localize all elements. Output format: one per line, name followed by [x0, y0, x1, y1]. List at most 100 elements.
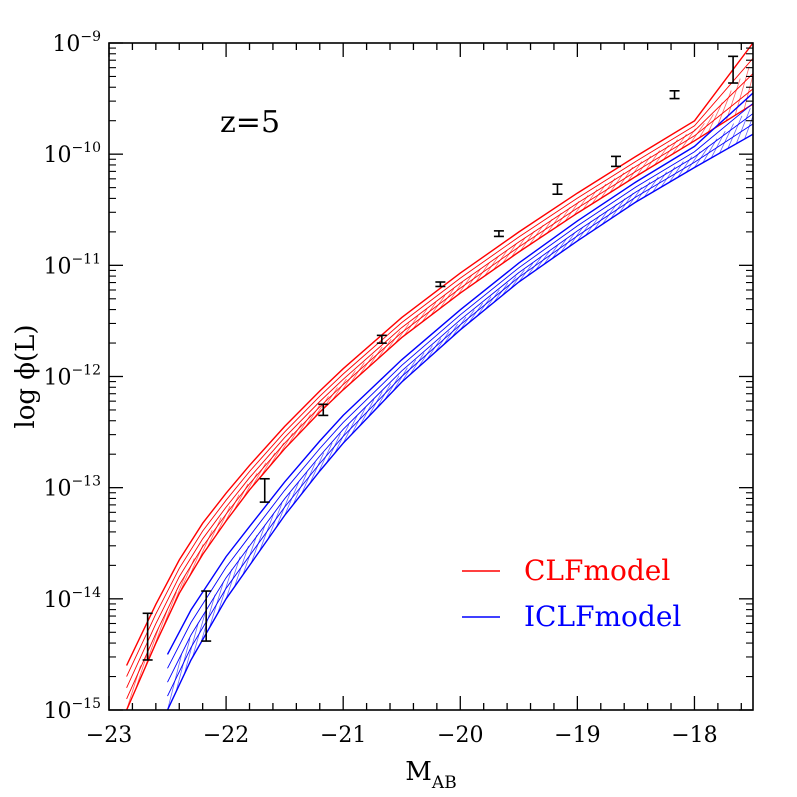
series-clfmodel-hatch [600, 178, 616, 199]
data-point [259, 477, 270, 503]
series-iclfmodel-hatch [694, 146, 709, 168]
series-clfmodel-hatch [591, 183, 607, 205]
series-clfmodel-hatch [707, 102, 723, 133]
x-tick-label: −22 [203, 723, 249, 748]
series-iclfmodel-hatch [443, 323, 458, 345]
legend-label-clfmodel: CLFmodel [524, 554, 670, 587]
series-clfmodel-hatch [349, 362, 365, 384]
series-clfmodel-lower-line [125, 103, 753, 710]
series-iclfmodel-hatch [275, 492, 291, 528]
series-iclfmodel-hatch [451, 316, 467, 338]
x-tick-label: −20 [437, 723, 483, 748]
series-clfmodel-band-line [126, 88, 753, 700]
plot-area [125, 43, 753, 710]
data-point [142, 612, 153, 661]
y-tick-exponent: −13 [71, 474, 101, 490]
series-clfmodel-band-line [126, 73, 753, 688]
series-clfmodel-hatch [582, 189, 598, 210]
legend: CLFmodel ICLFmodel [462, 554, 681, 633]
series-clfmodel-band [125, 43, 753, 710]
series-iclfmodel-hatch [702, 138, 718, 163]
series-clfmodel-hatch [725, 78, 741, 122]
series-clfmodel-upper-line [125, 43, 753, 666]
x-axis-title-subscript: AB [431, 773, 457, 793]
series-clfmodel-hatch [341, 370, 356, 392]
series-iclfmodel-hatch [393, 367, 408, 392]
series-iclfmodel-hatch [752, 132, 753, 135]
x-tick-label: −18 [671, 723, 717, 748]
series-iclfmodel-band [166, 92, 753, 710]
y-tick-base: 10 [43, 588, 71, 613]
series-iclfmodel-hatch [334, 424, 350, 454]
series-iclfmodel-hatch [510, 269, 525, 290]
y-tick-exponent: −12 [71, 363, 101, 379]
series-iclfmodel-hatch [225, 556, 241, 599]
y-tick-label: 10−10 [43, 140, 101, 168]
series-iclfmodel-hatch [735, 108, 751, 144]
series-iclfmodel-hatch [317, 442, 333, 474]
data-point [669, 90, 680, 100]
y-tick-base: 10 [43, 254, 71, 279]
series-iclfmodel-hatch [409, 352, 425, 375]
series-clfmodel-hatch [376, 338, 392, 360]
series-clfmodel-hatch [385, 331, 401, 352]
series-clfmodel-hatch [314, 396, 329, 418]
series-iclfmodel-hatch [501, 276, 517, 296]
data-point [435, 281, 446, 288]
series-iclfmodel-upper-line [166, 92, 753, 655]
y-tick-exponent: −14 [71, 585, 101, 601]
y-tick-label: 10−13 [43, 474, 101, 502]
series-clfmodel-hatch [332, 378, 347, 401]
y-tick-base: 10 [43, 477, 71, 502]
series-clfmodel-hatch [358, 354, 374, 376]
series-clfmodel-hatch [206, 517, 222, 549]
series-iclfmodel-hatch [744, 114, 753, 140]
series-iclfmodel-hatch [459, 309, 475, 331]
series-iclfmodel-hatch [719, 123, 734, 154]
y-tick-base: 10 [43, 699, 71, 724]
series-iclfmodel-hatch [485, 289, 500, 310]
series-iclfmodel-hatch [384, 375, 400, 400]
data-point [552, 183, 563, 195]
x-axis-title: MAB [405, 757, 456, 793]
data-points [142, 55, 739, 661]
y-tick-exponent: −15 [71, 696, 101, 712]
series-iclfmodel-hatch [267, 503, 283, 540]
series-iclfmodel-hatch [401, 359, 417, 383]
y-tick-base: 10 [43, 143, 71, 168]
series-clfmodel-hatch [752, 102, 753, 105]
x-tick-label: −19 [554, 723, 600, 748]
data-point [493, 230, 504, 238]
series-clfmodel-hatch [287, 423, 303, 446]
series-iclfmodel-hatch [468, 302, 484, 324]
data-point [728, 55, 739, 84]
series-iclfmodel-band-line [167, 123, 753, 697]
series-iclfmodel-hatch [418, 345, 433, 368]
y-tick-exponent: −9 [80, 29, 101, 45]
series-iclfmodel-hatch [175, 638, 191, 693]
data-point [318, 403, 329, 417]
y-tick-exponent: −10 [71, 140, 101, 156]
y-tick-label: 10−12 [43, 363, 101, 391]
legend-label-iclfmodel: ICLFmodel [524, 600, 681, 633]
series-clfmodel-hatch [394, 323, 410, 344]
series-iclfmodel-hatch [300, 462, 316, 495]
y-tick-label: 10−9 [52, 29, 101, 57]
data-point [611, 155, 622, 168]
series-iclfmodel-hatch [727, 115, 743, 149]
series-clfmodel-hatch [627, 161, 643, 182]
series-iclfmodel-hatch [476, 296, 492, 317]
series-clfmodel-hatch [367, 346, 383, 368]
y-tick-label: 10−11 [43, 251, 101, 279]
series-iclfmodel-hatch [326, 433, 341, 464]
x-tick-label: −23 [86, 723, 132, 748]
y-tick-exponent: −11 [71, 251, 101, 267]
series-iclfmodel-hatch [493, 282, 509, 303]
series-clfmodel-band-line [126, 58, 753, 677]
data-point [201, 590, 212, 642]
series-iclfmodel-hatch [309, 452, 325, 484]
x-tick-label: −21 [320, 723, 366, 748]
panel-annotation: z=5 [220, 105, 280, 140]
